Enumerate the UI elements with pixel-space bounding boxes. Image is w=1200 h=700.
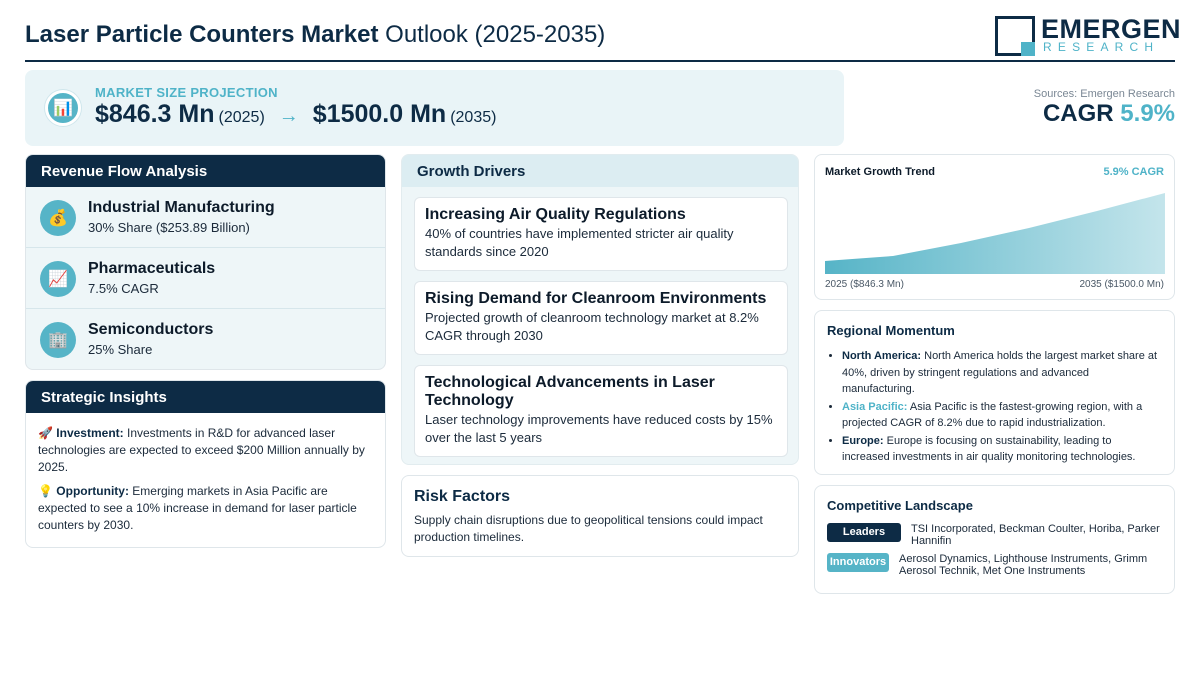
revenue-item-sub: 25% Share [88, 342, 153, 357]
region-text: North America holds the largest market s… [842, 350, 1158, 395]
growth-drivers-card: Growth Drivers Increasing Air Quality Re… [401, 154, 799, 465]
driver-text: Projected growth of cleanroom technology… [425, 310, 759, 343]
innovators-badge: Innovators [827, 553, 889, 572]
emergen-logo: EMERGEN RESEARCH [995, 14, 1181, 56]
region-text: Asia Pacific is the fastest-growing regi… [842, 400, 1143, 430]
competitive-heading: Competitive Landscape [827, 498, 973, 513]
competitive-landscape-card: Competitive Landscape Leaders TSI Incorp… [814, 485, 1175, 594]
page-title-bold: Laser Particle Counters Market [25, 21, 379, 48]
projection-label: MARKET SIZE PROJECTION [95, 85, 278, 100]
market-growth-trend-card: Market Growth Trend 5.9% CAGR 2025 ($846… [814, 154, 1175, 300]
revenue-item-title: Industrial Manufacturing [88, 199, 275, 216]
insights-body: 🚀 Investment: Investments in R&D for adv… [26, 413, 385, 547]
driver-text: 40% of countries have implemented strict… [425, 226, 734, 259]
rocket-icon: 🚀 [38, 426, 53, 440]
risk-factors-card: Risk Factors Supply chain disruptions du… [401, 475, 799, 557]
region-item: Asia Pacific: Asia Pacific is the fastes… [842, 399, 1162, 432]
strategic-insights-heading: Strategic Insights [26, 381, 385, 413]
trend-end-label: 2035 ($1500.0 Mn) [1079, 279, 1164, 290]
bar-chart-icon: 📊 [45, 90, 81, 126]
trend-area [825, 193, 1165, 274]
regional-list: North America: North America holds the l… [827, 348, 1162, 466]
strategic-insights-card: Strategic Insights 🚀 Investment: Investm… [25, 380, 386, 548]
driver-title: Technological Advancements in Laser Tech… [425, 374, 715, 409]
region-label: North America: [842, 350, 922, 362]
end-year: (2035) [450, 109, 497, 126]
innovators-row: Innovators Aerosol Dynamics, Lighthouse … [827, 553, 1174, 577]
insight-text: Investments in R&D for advanced laser te… [38, 426, 365, 474]
region-item: Europe: Europe is focusing on sustainabi… [842, 433, 1162, 466]
insight-item: 💡 Opportunity: Emerging markets in Asia … [38, 483, 373, 534]
trend-heading: Market Growth Trend [825, 166, 936, 178]
risk-text: Supply chain disruptions due to geopolit… [414, 513, 763, 544]
revenue-item: 📈 Pharmaceuticals 7.5% CAGR [26, 248, 385, 309]
start-year: (2025) [218, 109, 265, 126]
growth-drivers-heading: Growth Drivers [402, 155, 798, 187]
revenue-flow-card: Revenue Flow Analysis 💰 Industrial Manuf… [25, 154, 386, 370]
projection-values: $846.3 Mn (2025) → $1500.0 Mn (2035) [95, 100, 496, 129]
driver-title: Increasing Air Quality Regulations [425, 206, 686, 223]
arrow-right-icon: → [278, 105, 299, 127]
page-title-rest: Outlook (2025-2035) [385, 21, 606, 48]
cagr-value: 5.9% [1120, 100, 1175, 127]
end-value: $1500.0 Mn [312, 100, 447, 128]
trend-start-label: 2025 ($846.3 Mn) [825, 279, 904, 290]
revenue-item: 💰 Industrial Manufacturing 30% Share ($2… [26, 187, 385, 248]
revenue-item-sub: 7.5% CAGR [88, 281, 159, 296]
cagr-summary: CAGR 5.9% [1043, 100, 1175, 128]
region-text: Europe is focusing on sustainability, le… [842, 434, 1136, 464]
driver-text: Laser technology improvements have reduc… [425, 412, 773, 445]
region-label: Europe: [842, 434, 884, 447]
office-building-icon: 🏢 [40, 322, 76, 358]
trend-area-chart [825, 193, 1165, 274]
insight-label: Opportunity: [56, 484, 129, 498]
revenue-item: 🏢 Semiconductors 25% Share [26, 309, 385, 369]
logo-mark-icon [995, 16, 1035, 56]
driver-item: Rising Demand for Cleanroom Environments… [414, 281, 788, 355]
revenue-item-sub: 30% Share ($253.89 Billion) [88, 220, 250, 235]
leaders-text: TSI Incorporated, Beckman Coulter, Horib… [911, 523, 1160, 547]
leaders-badge: Leaders [827, 523, 901, 542]
cagr-label: CAGR [1042, 100, 1114, 127]
lightbulb-icon: 💡 [38, 484, 53, 498]
sources-text: Sources: Emergen Research [1033, 88, 1175, 100]
leaders-row: Leaders TSI Incorporated, Beckman Coulte… [827, 523, 1174, 547]
start-value: $846.3 Mn [95, 100, 215, 128]
trend-chart-icon: 📈 [40, 261, 76, 297]
revenue-item-title: Pharmaceuticals [88, 260, 216, 277]
revenue-item-title: Semiconductors [88, 321, 214, 338]
risk-factors-heading: Risk Factors [414, 488, 511, 505]
driver-item: Increasing Air Quality Regulations 40% o… [414, 197, 788, 271]
revenue-flow-heading: Revenue Flow Analysis [26, 155, 385, 187]
trend-cagr: 5.9% CAGR [1103, 166, 1164, 178]
page-header: Laser Particle Counters Market Outlook (… [25, 12, 1181, 62]
innovators-text: Aerosol Dynamics, Lighthouse Instruments… [899, 553, 1148, 577]
insight-text: Emerging markets in Asia Pacific are exp… [38, 484, 357, 532]
regional-heading: Regional Momentum [827, 323, 955, 338]
money-bag-icon: 💰 [40, 200, 76, 236]
region-item: North America: North America holds the l… [842, 348, 1162, 398]
logo-sub: RESEARCH [1043, 40, 1160, 54]
regional-momentum-card: Regional Momentum North America: North A… [814, 310, 1175, 475]
logo-name: EMERGEN [1041, 14, 1182, 44]
market-size-projection: 📊 MARKET SIZE PROJECTION $846.3 Mn (2025)… [25, 70, 844, 146]
page-title: Laser Particle Counters Market Outlook (… [25, 21, 605, 49]
insight-label: Investment: [56, 426, 124, 440]
region-label: Asia Pacific: [842, 400, 908, 413]
driver-title: Rising Demand for Cleanroom Environments [425, 290, 767, 307]
driver-item: Technological Advancements in Laser Tech… [414, 365, 788, 457]
insight-item: 🚀 Investment: Investments in R&D for adv… [38, 425, 373, 476]
